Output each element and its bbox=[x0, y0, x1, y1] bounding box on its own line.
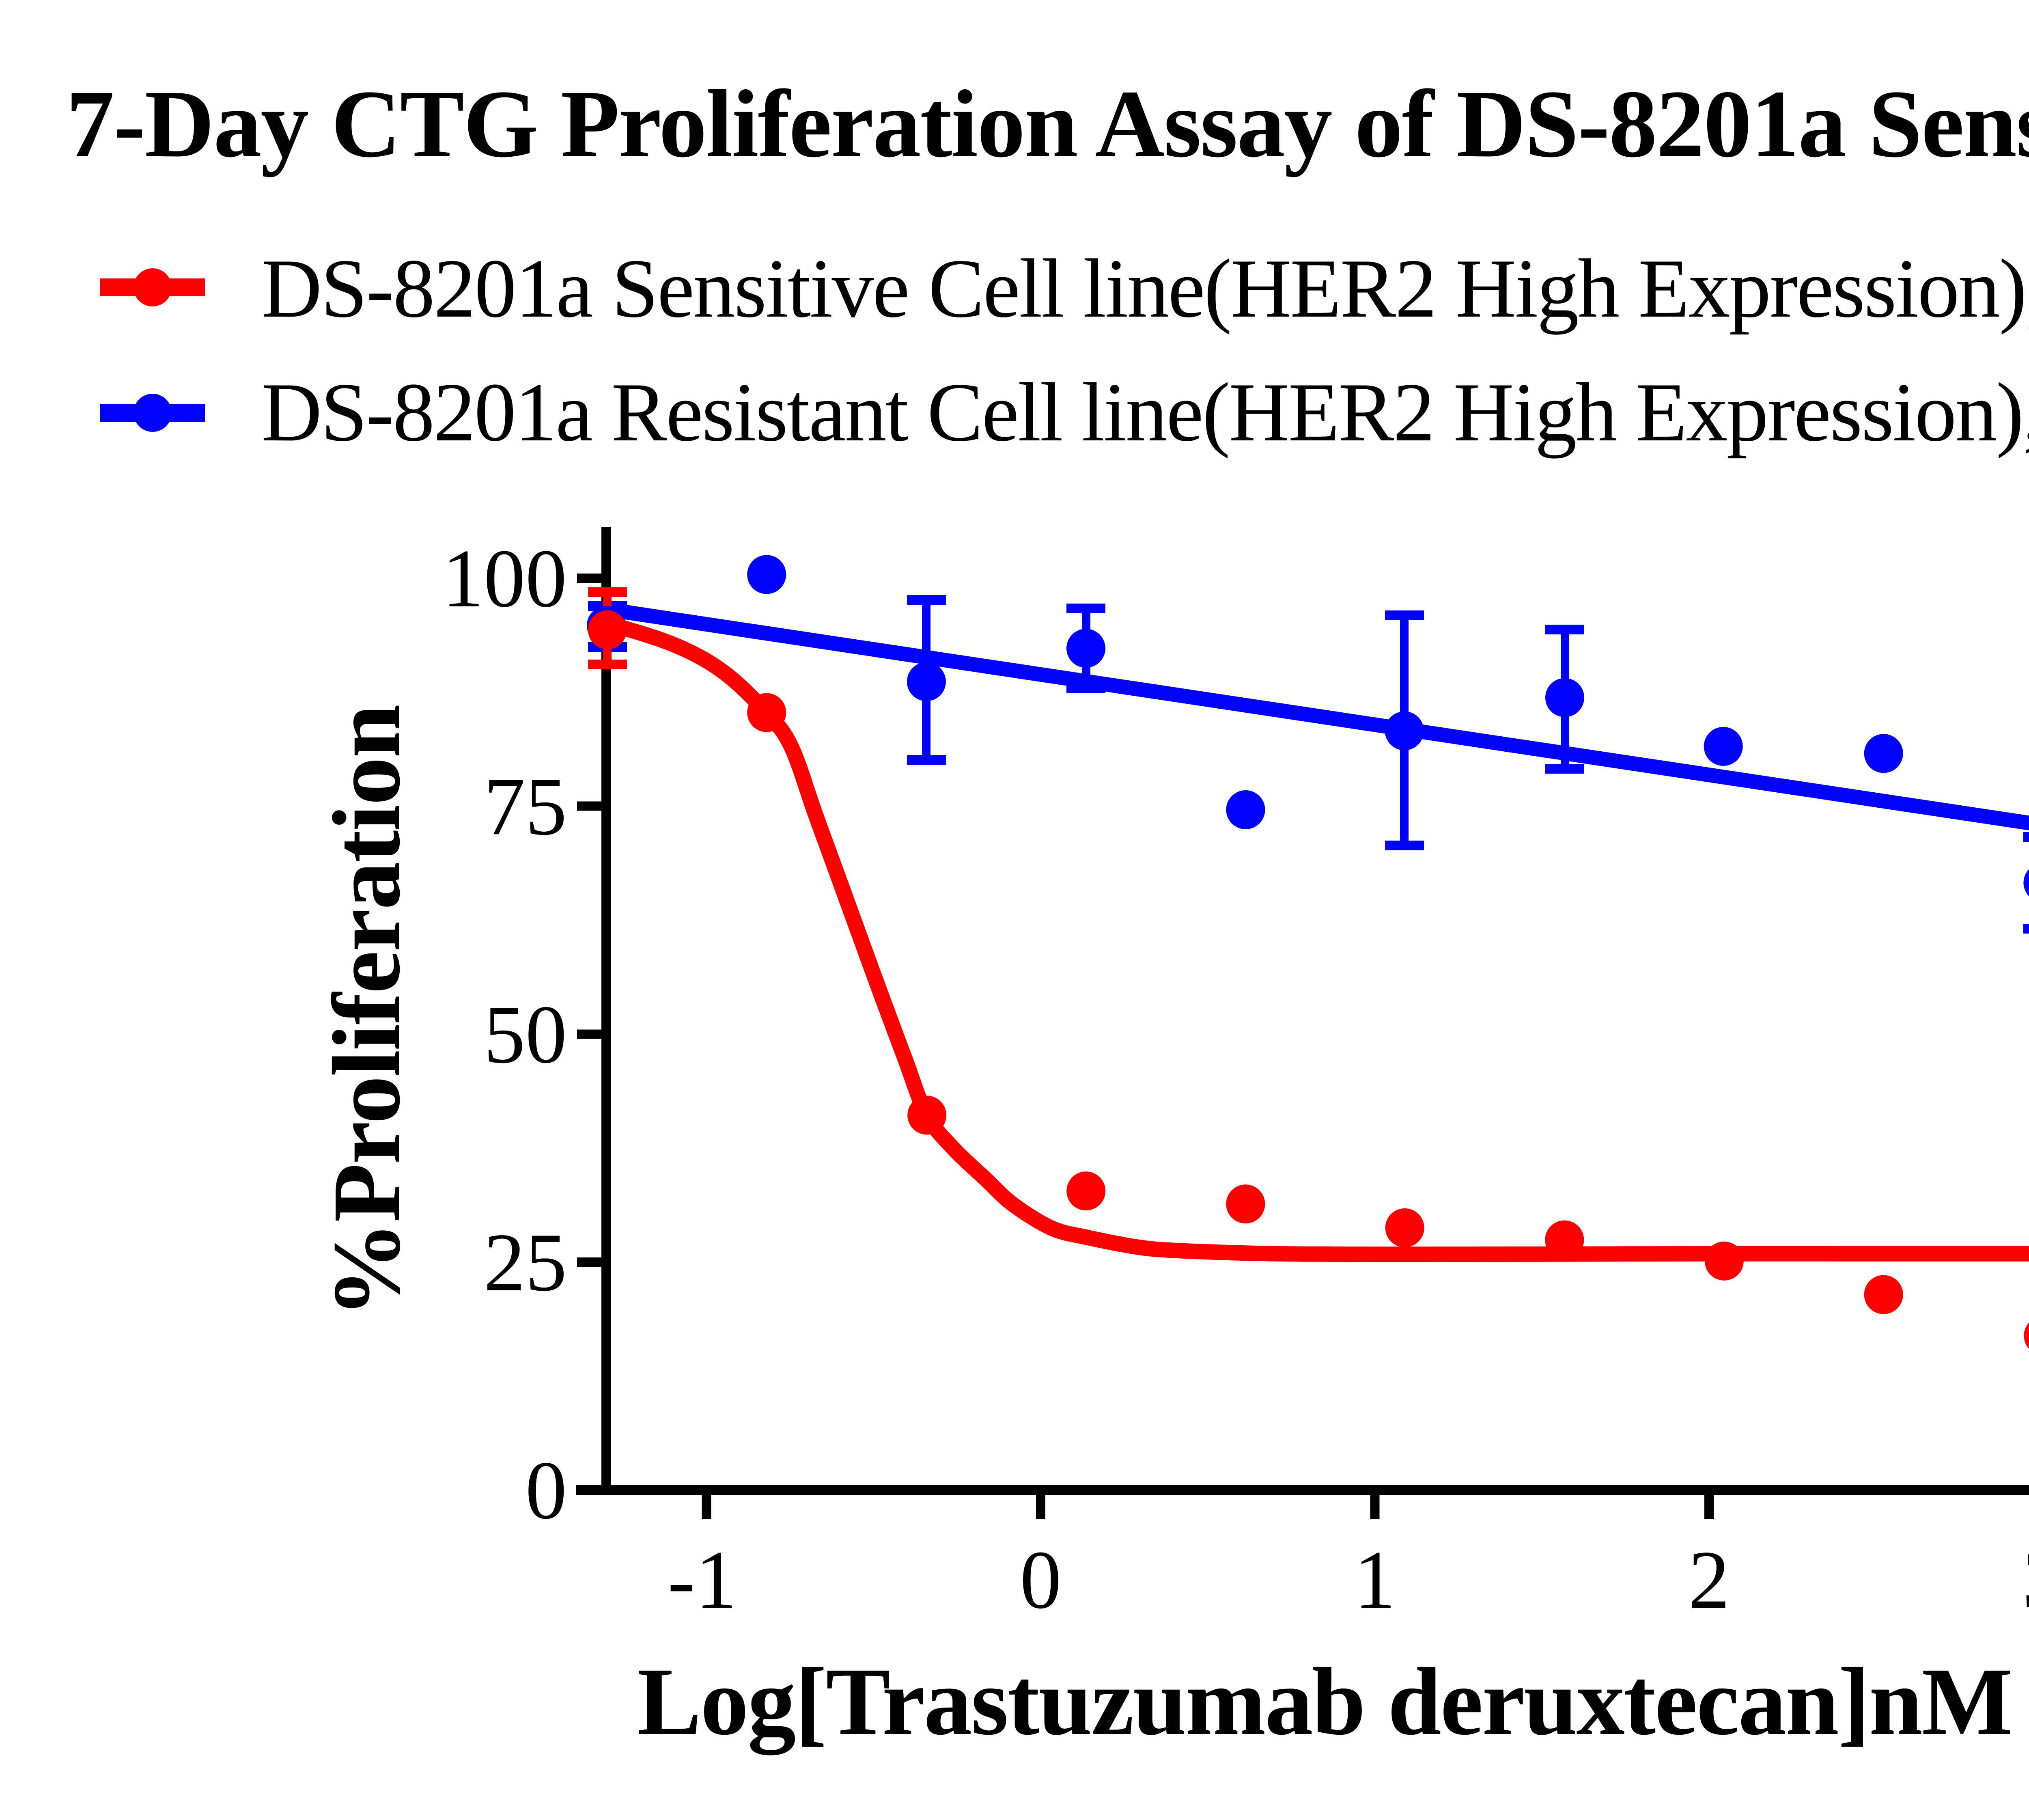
svg-text:1: 1 bbox=[1354, 1534, 1396, 1626]
svg-text:3: 3 bbox=[2023, 1534, 2029, 1626]
svg-text:0: 0 bbox=[526, 1444, 567, 1536]
svg-text:7-Day CTG Proliferation Assay: 7-Day CTG Proliferation Assay of DS-8201… bbox=[66, 71, 2029, 177]
svg-text:0: 0 bbox=[1020, 1534, 1062, 1626]
svg-text:Log[Trastuzumab deruxtecan]nM: Log[Trastuzumab deruxtecan]nM bbox=[637, 1648, 2013, 1755]
svg-text:2: 2 bbox=[1688, 1534, 1730, 1626]
svg-text:25: 25 bbox=[484, 1216, 567, 1309]
svg-text:-1: -1 bbox=[668, 1534, 737, 1626]
svg-text:DS-8201a Sensitive Cell line(H: DS-8201a Sensitive Cell line(HER2 High E… bbox=[261, 242, 2029, 335]
svg-text:%Proliferation: %Proliferation bbox=[313, 704, 420, 1318]
svg-text:DS-8201a Resistant Cell line(H: DS-8201a Resistant Cell line(HER2 High E… bbox=[261, 366, 2029, 459]
svg-text:100: 100 bbox=[442, 533, 567, 625]
svg-text:75: 75 bbox=[484, 760, 567, 852]
svg-text:50: 50 bbox=[484, 988, 567, 1080]
